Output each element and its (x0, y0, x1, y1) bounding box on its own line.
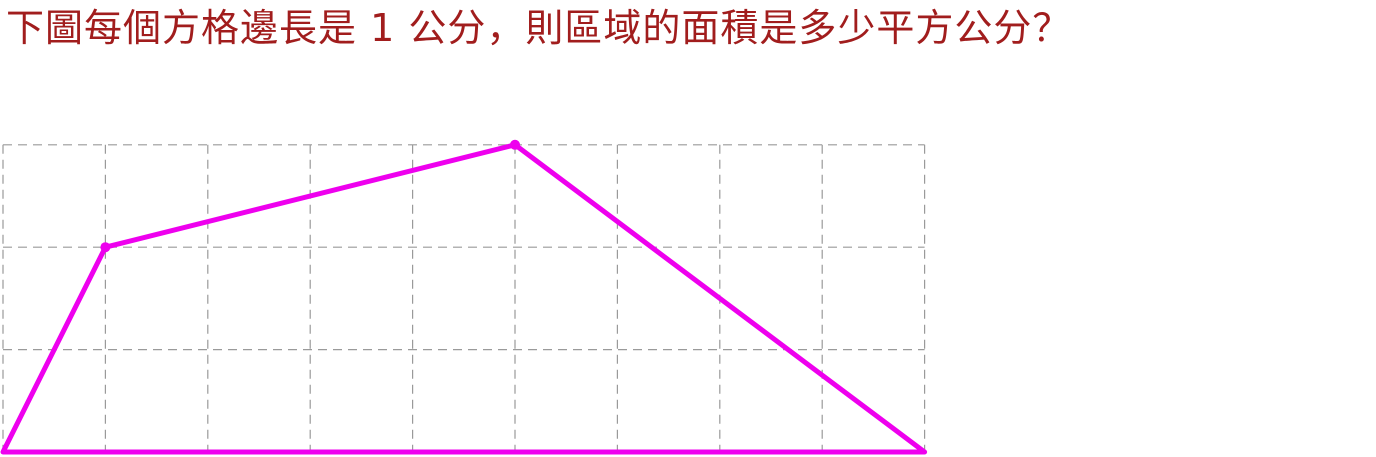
marked-points (100, 139, 520, 253)
vertex-point (100, 242, 111, 253)
vertex-point (510, 139, 520, 150)
region-polygon (0, 142, 928, 455)
question-text: 下圖每個方格邊長是 1 公分，則區域的面積是多少平方公分？ (6, 6, 1072, 50)
dashed-grid (2, 144, 926, 453)
